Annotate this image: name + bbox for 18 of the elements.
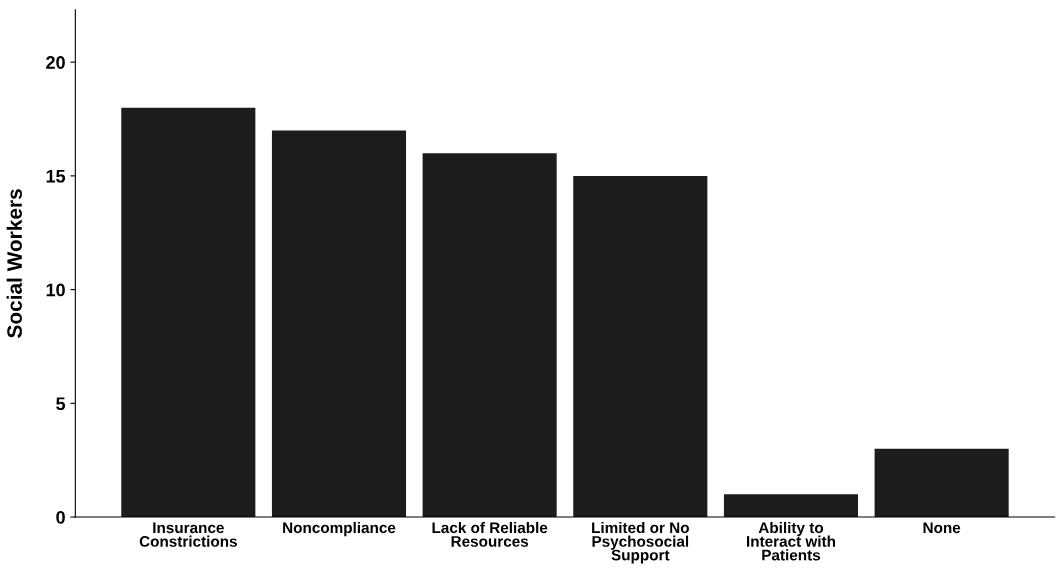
bar bbox=[723, 494, 859, 518]
x-tick-label: None bbox=[923, 522, 961, 534]
y-tick-label: 15 bbox=[46, 170, 66, 183]
bar bbox=[573, 175, 708, 518]
y-tick-label: 0 bbox=[56, 510, 65, 524]
y-tick-label: 20 bbox=[46, 56, 65, 69]
y-tick-label: 10 bbox=[46, 283, 65, 297]
x-tick-label: Lack of Reliable Resources bbox=[432, 521, 548, 547]
y-tick-label: 5 bbox=[56, 397, 66, 411]
x-tick-label: Limited or No Psychosocial Support bbox=[592, 521, 689, 564]
x-tick-label: Noncompliance bbox=[283, 521, 396, 537]
bar bbox=[121, 107, 256, 518]
y-axis-title: Social Workers bbox=[6, 189, 22, 338]
bar bbox=[422, 153, 557, 518]
x-tick-label: Insurance Constrictions bbox=[139, 522, 237, 547]
bar bbox=[874, 448, 1009, 518]
bar bbox=[271, 130, 407, 518]
x-tick-label: Ability to Interact with Patients bbox=[747, 521, 836, 561]
